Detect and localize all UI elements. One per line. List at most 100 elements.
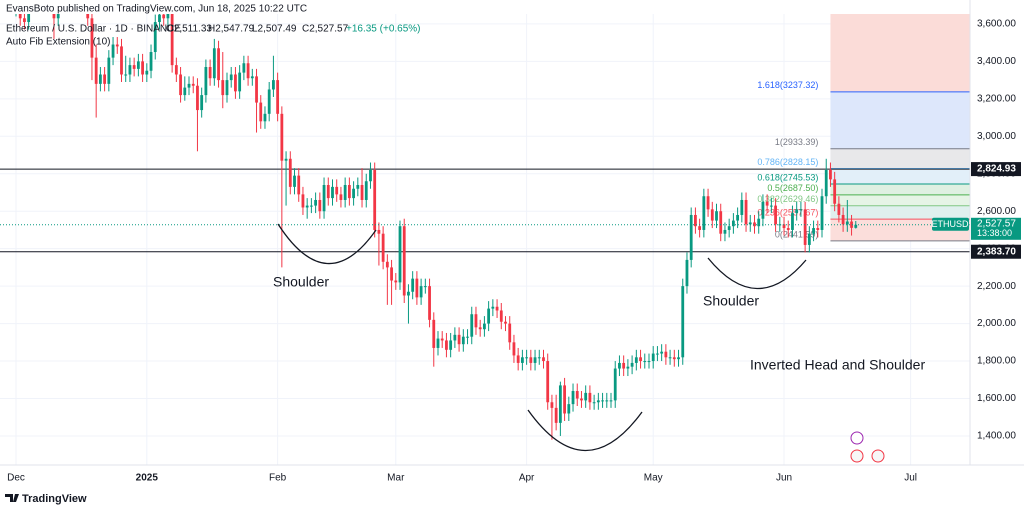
candle-body bbox=[719, 211, 723, 234]
candle-body bbox=[723, 229, 727, 234]
candle-body bbox=[276, 80, 280, 114]
candle-body bbox=[601, 400, 604, 402]
brand-name: TradingView bbox=[22, 493, 87, 505]
candle-body bbox=[149, 52, 153, 71]
candle-body bbox=[845, 221, 849, 225]
candle-body bbox=[423, 286, 427, 288]
candle-body bbox=[301, 194, 305, 208]
candle-body bbox=[558, 385, 562, 423]
candle-body bbox=[550, 402, 554, 408]
candle-body bbox=[744, 199, 748, 225]
candle-body bbox=[807, 233, 811, 245]
candle-body bbox=[272, 80, 275, 90]
candle-body bbox=[748, 222, 752, 225]
candle-body bbox=[833, 179, 837, 204]
annotation: Inverted Head and Shoulder bbox=[750, 357, 925, 373]
countdown-label: 13:38:00 bbox=[977, 228, 1012, 238]
candle-body bbox=[128, 65, 132, 75]
price-label: 2,527.57 bbox=[977, 218, 1016, 229]
candle-body bbox=[487, 308, 491, 324]
fib-zone bbox=[830, 148, 970, 169]
candle-body bbox=[288, 158, 292, 187]
plot-area: 1.618(3237.32) 1(2933.39) 0.786(2828.15) 0.… bbox=[0, 14, 970, 465]
legend: Ethereum / U.S. Dollar · 1D · BINANCE O2… bbox=[6, 24, 421, 48]
candle-body bbox=[204, 67, 208, 96]
candle-body bbox=[339, 194, 343, 200]
candle-body bbox=[483, 323, 486, 330]
candle-body bbox=[238, 72, 242, 92]
candle-body bbox=[478, 327, 482, 330]
candle-body bbox=[660, 351, 664, 354]
candle-body bbox=[791, 213, 794, 230]
candle-body bbox=[141, 61, 144, 75]
candle-body bbox=[803, 209, 807, 245]
candle-body bbox=[107, 57, 111, 84]
candle-body bbox=[466, 336, 469, 338]
candle-body bbox=[18, 14, 22, 19]
candle-body bbox=[512, 342, 516, 356]
candle-body bbox=[191, 83, 195, 86]
pattern-arcs bbox=[277, 223, 807, 451]
candle-body bbox=[765, 201, 769, 206]
candle-body bbox=[681, 286, 685, 358]
event-icons bbox=[850, 431, 885, 463]
fib-label: 0(2441.59) bbox=[775, 229, 819, 239]
candle-body bbox=[407, 291, 410, 296]
candle-body bbox=[837, 203, 841, 215]
candle-body bbox=[90, 18, 94, 58]
candle-body bbox=[664, 351, 668, 358]
candle-body bbox=[246, 63, 250, 79]
candle-body bbox=[630, 362, 634, 367]
candle-body bbox=[440, 338, 444, 341]
candle-body bbox=[656, 353, 659, 355]
candle-body bbox=[499, 310, 503, 322]
candle-body bbox=[812, 228, 815, 234]
candle-body bbox=[795, 209, 799, 214]
candle-body bbox=[449, 340, 453, 350]
candle-body bbox=[419, 286, 423, 298]
fib-label: 0.5(2687.50) bbox=[767, 183, 818, 193]
candle-body bbox=[373, 170, 377, 230]
candle-body bbox=[356, 184, 360, 189]
candle-body bbox=[86, 14, 90, 19]
x-tick-label: Jun bbox=[776, 473, 792, 484]
fib-zone bbox=[830, 14, 970, 92]
candle-body bbox=[698, 226, 702, 230]
candle-body bbox=[799, 209, 803, 211]
candle-body bbox=[491, 306, 495, 309]
candle-body bbox=[731, 220, 735, 227]
candle-body bbox=[309, 205, 313, 207]
candle-body bbox=[453, 334, 457, 341]
fib-zone bbox=[830, 168, 970, 184]
candle-body bbox=[651, 353, 655, 362]
ohlc-close: C2,527.57 bbox=[302, 24, 349, 35]
candle-body bbox=[829, 170, 832, 180]
fib-label: 1.618(3237.32) bbox=[757, 80, 818, 90]
candle-body bbox=[428, 286, 431, 320]
candle-body bbox=[533, 357, 537, 363]
candle-body bbox=[824, 170, 828, 197]
event-icon bbox=[850, 431, 864, 445]
candle-body bbox=[563, 385, 566, 414]
candle-body bbox=[668, 357, 672, 359]
candle-body bbox=[554, 407, 558, 423]
candle-body bbox=[474, 314, 478, 328]
candle-body bbox=[715, 211, 718, 221]
event-icon bbox=[871, 449, 885, 463]
candle-body bbox=[841, 214, 845, 225]
candle-body bbox=[394, 280, 398, 283]
ohlc-open: O2,511.33 bbox=[166, 24, 212, 35]
candle-body bbox=[217, 48, 220, 81]
candle-body bbox=[136, 61, 140, 69]
candle-body bbox=[385, 261, 389, 268]
candle-body bbox=[774, 205, 777, 225]
candle-body bbox=[609, 400, 613, 402]
symbol-label: ETHUSD bbox=[931, 219, 969, 229]
y-tick-label: 1,400.00 bbox=[977, 431, 1016, 442]
candle-body bbox=[820, 196, 824, 230]
candle-body bbox=[352, 188, 355, 199]
candle-body bbox=[318, 199, 322, 212]
head-arc bbox=[527, 409, 643, 451]
candle-body bbox=[98, 74, 102, 84]
x-tick-label: Mar bbox=[387, 473, 405, 484]
